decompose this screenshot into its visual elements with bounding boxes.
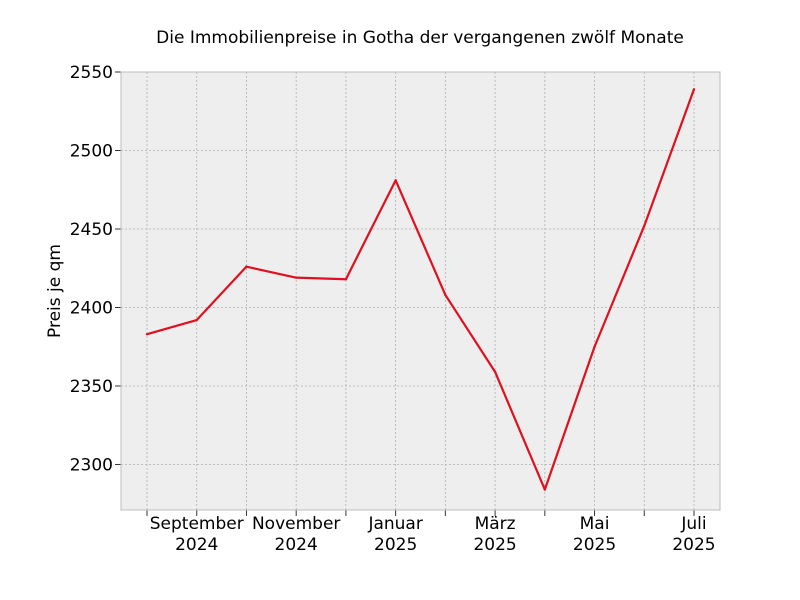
grid-lines [121, 71, 720, 510]
x-tick-label-year: 2025 [573, 535, 616, 555]
tick-labels: 230023502400245025002550September2024Nov… [70, 63, 716, 555]
chart-title: Die Immobilienpreise in Gotha der vergan… [156, 28, 684, 48]
x-tick-label-year: 2025 [473, 535, 516, 555]
y-tick-label: 2500 [70, 141, 113, 161]
data-point [245, 265, 248, 268]
y-tick-label: 2550 [70, 63, 113, 83]
data-point [145, 332, 149, 336]
x-tick-label-month: November [252, 514, 340, 534]
series-layer [145, 88, 696, 491]
data-point [394, 179, 397, 182]
x-tick-label-year: 2025 [374, 535, 417, 555]
x-tick-label-month: März [475, 514, 516, 534]
data-point [195, 318, 198, 322]
data-point [593, 345, 596, 348]
y-tick-label: 2300 [70, 455, 113, 475]
x-tick-label-year: 2024 [275, 535, 318, 555]
y-tick-label: 2350 [70, 377, 113, 397]
x-tick-label-year: 2024 [175, 535, 218, 555]
data-point [294, 276, 298, 279]
data-point [344, 278, 348, 281]
x-tick-label-month: September [150, 514, 244, 534]
y-tick-label: 2450 [70, 220, 113, 240]
data-point [543, 488, 547, 491]
axis-ticks [115, 71, 721, 516]
data-point [493, 370, 497, 374]
x-tick-label-month: Januar [367, 514, 422, 534]
data-point [643, 224, 646, 228]
plot-frame [120, 71, 721, 511]
series-line [146, 88, 696, 491]
y-axis-label: Preis je qm [45, 244, 65, 338]
plot-area [121, 72, 720, 510]
y-tick-label: 2400 [70, 298, 113, 318]
data-point [444, 293, 447, 297]
x-tick-label-month: Juli [680, 514, 706, 534]
x-tick-label-month: Mai [580, 514, 610, 534]
data-point [692, 88, 696, 91]
x-tick-label-year: 2025 [672, 535, 715, 555]
